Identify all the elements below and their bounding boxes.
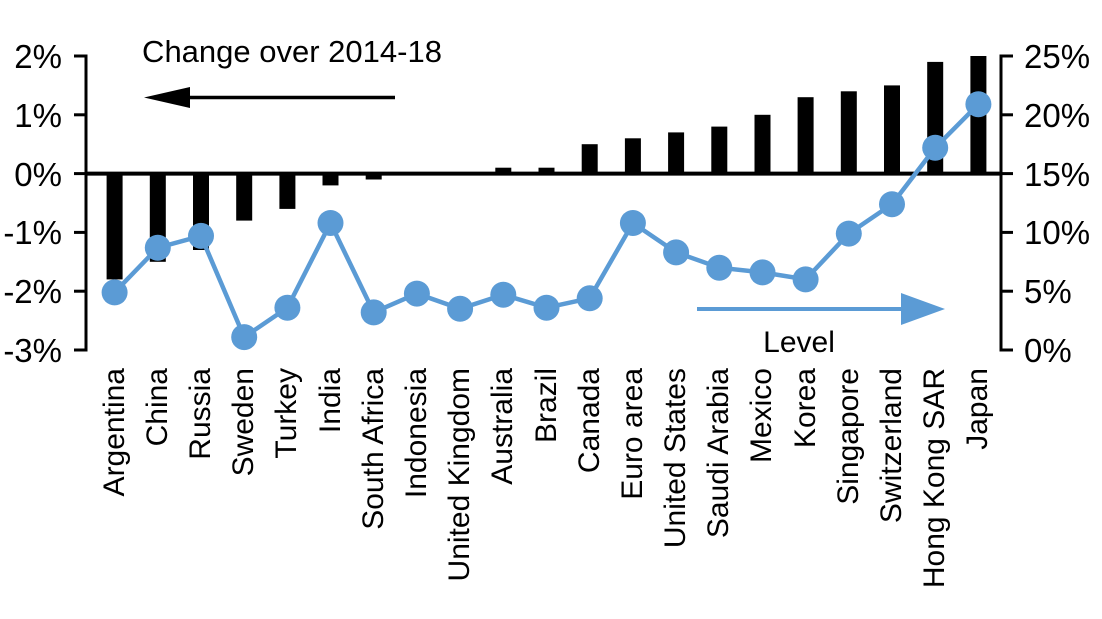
point-united-kingdom (447, 295, 474, 322)
bar-mexico (754, 114, 771, 174)
left-axis-label-2%: 2% (14, 38, 62, 75)
point-south-africa (360, 299, 387, 326)
category-label-australia: Australia (486, 368, 520, 485)
category-label-euro-area: Euro area (615, 368, 649, 500)
left-axis-label--1%: -1% (3, 214, 62, 252)
left-axis-label-1%: 1% (14, 96, 62, 134)
category-label-turkey: Turkey (270, 368, 304, 459)
bar-sweden (236, 173, 253, 221)
category-label-saudi-arabia: Saudi Arabia (702, 368, 736, 539)
category-label-canada: Canada (572, 368, 606, 474)
point-turkey (274, 294, 301, 321)
category-label-switzerland: Switzerland (875, 368, 909, 524)
bar-south-africa (365, 173, 382, 180)
point-canada (576, 285, 603, 312)
bar-saudi-arabia (711, 126, 728, 174)
point-united-states (663, 239, 690, 266)
category-label-united-kingdom: United Kingdom (443, 368, 477, 582)
category-label-hong-kong-sar: Hong Kong SAR (918, 368, 952, 589)
point-euro-area (619, 210, 646, 236)
bar-singapore (840, 91, 857, 174)
category-label-korea: Korea (788, 368, 822, 449)
point-saudi-arabia (706, 254, 733, 281)
right-axis-label-25%: 25% (1024, 38, 1091, 75)
point-argentina (101, 279, 128, 306)
point-hong-kong-sar (922, 134, 949, 161)
series-label-change-over-2014-18: Change over 2014-18 (142, 34, 442, 69)
bar-australia (495, 167, 512, 174)
right-axis-label-10%: 10% (1024, 214, 1091, 252)
point-china (144, 234, 171, 261)
point-korea (792, 266, 819, 293)
point-russia (188, 222, 214, 249)
point-mexico (749, 259, 776, 286)
category-label-china: China (140, 368, 174, 447)
bar-brazil (538, 167, 555, 174)
point-singapore (835, 220, 862, 247)
category-label-russia: Russia (183, 368, 217, 460)
left-axis-label-0%: 0% (14, 155, 62, 193)
point-australia (490, 281, 517, 308)
right-axis-label-5%: 5% (1024, 273, 1072, 311)
category-label-indonesia: Indonesia (399, 368, 433, 499)
category-label-singapore: Singapore (831, 368, 865, 505)
point-sweden (231, 324, 258, 351)
category-label-japan: Japan (961, 368, 995, 450)
category-label-brazil: Brazil (529, 368, 563, 444)
right-axis-label-20%: 20% (1024, 96, 1091, 134)
level-right-arrow-head (901, 293, 945, 325)
point-switzerland (879, 191, 905, 218)
bar-turkey (279, 173, 296, 209)
point-indonesia (403, 280, 430, 307)
point-japan (965, 91, 992, 118)
category-label-sweden: Sweden (227, 368, 261, 477)
series-label-level: Level (763, 326, 835, 359)
bar-korea (797, 97, 814, 174)
bar-united-states (668, 132, 685, 174)
left-axis-label--2%: -2% (3, 273, 62, 311)
category-label-united-states: United States (659, 368, 693, 549)
bar-euro-area (624, 138, 641, 174)
bar-canada (581, 144, 598, 174)
change-left-arrow-head (144, 87, 190, 108)
point-india (317, 210, 344, 236)
category-label-argentina: Argentina (97, 368, 131, 497)
bar-india (322, 173, 339, 186)
right-axis-label-15%: 15% (1024, 155, 1091, 193)
point-brazil (533, 294, 560, 321)
category-label-india: India (313, 368, 347, 434)
left-axis-label--3%: -3% (3, 332, 62, 369)
right-axis-label-0%: 0% (1024, 332, 1072, 369)
category-label-mexico: Mexico (745, 368, 779, 464)
bar-argentina (106, 173, 123, 280)
category-label-south-africa: South Africa (356, 368, 390, 530)
bar-switzerland (884, 85, 900, 174)
